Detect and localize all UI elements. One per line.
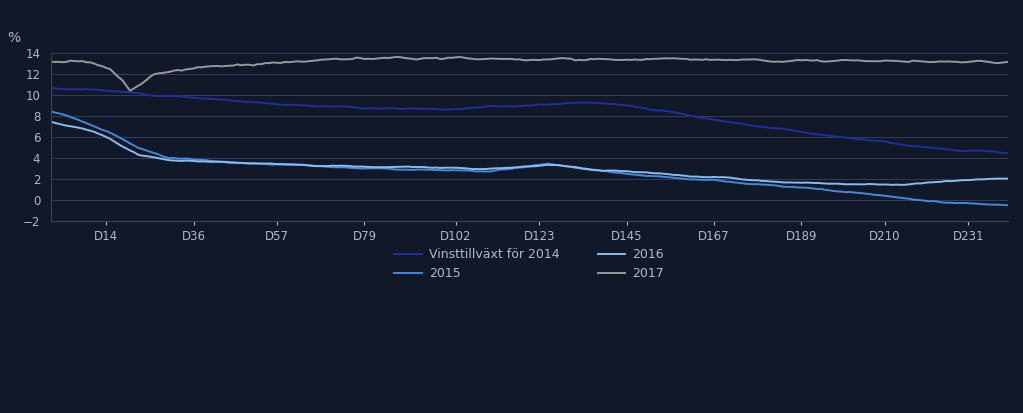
Vinsttillväxt för 2014 (585, 100, 597, 105)
2015 (585, 167, 597, 172)
2015 (680, 177, 693, 182)
2016 (541, 162, 553, 167)
2015 (1002, 203, 1014, 208)
2017 (77, 59, 89, 64)
Vinsttillväxt för 2014 (680, 112, 693, 117)
2016 (1002, 176, 1014, 181)
2015 (541, 161, 553, 166)
Line: 2017: 2017 (51, 57, 1008, 91)
2017 (549, 56, 562, 61)
2015 (77, 119, 89, 124)
Vinsttillväxt för 2014 (553, 102, 566, 107)
2016 (386, 164, 398, 169)
Line: 2015: 2015 (51, 111, 1008, 205)
Vinsttillväxt för 2014 (541, 102, 553, 107)
2017 (1002, 59, 1014, 64)
2017 (688, 57, 701, 62)
2016 (45, 119, 57, 124)
Vinsttillväxt för 2014 (1002, 151, 1014, 156)
Text: %: % (7, 31, 20, 45)
Line: Vinsttillväxt för 2014: Vinsttillväxt för 2014 (51, 88, 1008, 153)
2016 (585, 167, 597, 172)
2016 (680, 173, 693, 178)
Vinsttillväxt för 2014 (45, 85, 57, 90)
2017 (45, 59, 57, 64)
Vinsttillväxt för 2014 (386, 106, 398, 111)
2017 (592, 56, 605, 61)
2016 (77, 126, 89, 131)
Legend: Vinsttillväxt för 2014, 2015, 2016, 2017: Vinsttillväxt för 2014, 2015, 2016, 2017 (390, 243, 669, 285)
Line: 2016: 2016 (51, 121, 1008, 185)
2015 (386, 167, 398, 172)
2015 (45, 109, 57, 114)
Vinsttillväxt för 2014 (77, 87, 89, 92)
2017 (561, 56, 573, 61)
2017 (124, 88, 136, 93)
2016 (553, 163, 566, 168)
2015 (553, 163, 566, 168)
2017 (394, 55, 406, 59)
2016 (887, 183, 899, 188)
2017 (390, 55, 402, 59)
